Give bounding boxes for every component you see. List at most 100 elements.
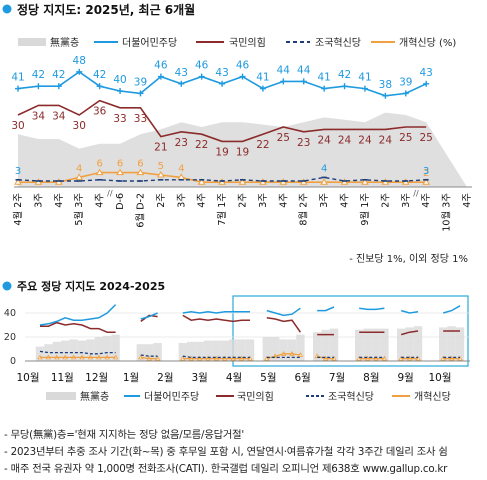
none-bar xyxy=(237,339,246,361)
reform-point xyxy=(422,178,431,185)
ppp-data-label: 33 xyxy=(134,113,147,125)
x-tick-label: 10월 3주 xyxy=(441,193,453,232)
legend2-none-label: 無黨층 xyxy=(80,390,109,403)
x-month-label: 4월 xyxy=(226,372,242,384)
x-month-label: 10월 xyxy=(16,372,39,384)
ppp-data-label: 25 xyxy=(277,132,290,144)
legend2-ppp-label: 국민의힘 xyxy=(237,391,274,403)
ppp-data-label: 25 xyxy=(399,132,412,144)
x-tick-label: 2주 xyxy=(380,193,391,208)
x-tick-label: 3주 xyxy=(176,193,187,208)
ppp-line xyxy=(140,314,158,323)
x-tick-label: 2주 xyxy=(238,193,249,208)
minjoo-data-label: 46 xyxy=(195,60,209,72)
x-tick-label: 2주 xyxy=(156,193,167,208)
minjoo-line xyxy=(400,309,419,314)
none-bar xyxy=(287,339,297,361)
x-month-label: 3월 xyxy=(191,372,207,384)
ppp-line xyxy=(17,99,427,143)
minjoo-data-label: 41 xyxy=(317,72,330,84)
none-bar xyxy=(245,339,255,361)
none-bar xyxy=(94,337,103,361)
minjoo-data-label: 39 xyxy=(134,76,147,88)
legend-none-swatch xyxy=(18,38,46,46)
minjoo-data-label: 44 xyxy=(297,64,311,76)
ppp-data-label: 24 xyxy=(358,134,372,146)
minjoo-data-label: 41 xyxy=(11,72,24,84)
ppp-data-label: 22 xyxy=(256,139,269,151)
legend-minjoo-label: 더불어민주당 xyxy=(122,37,177,49)
x-month-label: 6월 xyxy=(294,372,310,384)
minjoo-data-label: 42 xyxy=(338,69,351,81)
legend-reform-label: 개혁신당 (%) xyxy=(399,37,456,49)
x-tick-label: 3주 xyxy=(258,193,269,208)
none-bar xyxy=(447,326,456,361)
reform-data-label: 6 xyxy=(137,159,143,170)
chart-note: - 진보당 1%, 이외 정당 1% xyxy=(349,253,468,265)
rebuild-data-label: 3 xyxy=(15,166,21,177)
minjoo-line xyxy=(442,305,461,314)
x-month-label: 7월 xyxy=(329,372,345,384)
x-month-label: 10월 xyxy=(428,372,451,384)
ppp-line xyxy=(400,330,419,336)
minjoo-data-label: 43 xyxy=(215,67,228,79)
none-bar xyxy=(296,334,305,361)
ppp-data-label: 34 xyxy=(52,110,66,122)
ppp-data-label: 30 xyxy=(73,120,86,132)
axis-break-mark: // xyxy=(107,189,113,198)
ppp-data-label: 23 xyxy=(175,137,188,149)
legend-rebuild-label: 조국혁신당 xyxy=(315,37,361,49)
none-bar xyxy=(44,344,53,361)
x-tick-label: 4주 xyxy=(278,193,289,208)
none-bar xyxy=(229,339,238,361)
minjoo-data-label: 42 xyxy=(32,69,45,81)
none-bar xyxy=(380,328,389,361)
ppp-data-label: 23 xyxy=(297,137,310,149)
reform-point xyxy=(156,171,165,178)
none-bar xyxy=(355,329,364,361)
x-tick-label: 4주 xyxy=(95,193,106,208)
none-bar xyxy=(279,339,288,361)
legend2-none-swatch xyxy=(46,392,76,400)
ppp-data-label: 19 xyxy=(215,146,228,158)
x-tick-label: 4주 xyxy=(421,193,432,208)
ppp-data-label: 33 xyxy=(113,113,126,125)
ppp-line xyxy=(40,321,116,333)
x-tick-label: 3주 xyxy=(319,193,330,208)
none-bar xyxy=(262,337,271,361)
reform-point xyxy=(75,173,84,180)
highlight-box xyxy=(232,295,469,367)
x-tick-label: D-6 xyxy=(115,193,126,210)
reform-point xyxy=(136,168,145,176)
legend-top: 無黨층 더불어민주당 국민의힘 조국혁신당 개혁신당 (%) xyxy=(18,36,456,49)
x-tick-label: 4월 2주 xyxy=(12,193,24,226)
x-tick-label: 4주 xyxy=(197,193,208,208)
x-tick-label: 4주 xyxy=(462,193,473,208)
rebuild-data-label: 4 xyxy=(321,163,327,174)
minjoo-line xyxy=(140,312,158,320)
x-month-label: 9월 xyxy=(397,372,413,384)
none-bar xyxy=(413,326,423,361)
x-tick-label: 5월 3주 xyxy=(73,193,85,226)
legend-bottom: 無黨층 더불어민주당 국민의힘 조국혁신당 개혁신당 xyxy=(46,390,451,403)
minjoo-line xyxy=(359,307,385,311)
minjoo-data-label: 43 xyxy=(175,67,188,79)
legend2-reform-label: 개혁신당 xyxy=(414,391,451,403)
reform-point xyxy=(14,178,22,185)
minjoo-data-label: 46 xyxy=(236,60,250,72)
minjoo-data-label: 42 xyxy=(52,69,65,81)
minjoo-data-label: 38 xyxy=(379,79,392,91)
none-bar xyxy=(203,340,213,361)
reform-data-label: 6 xyxy=(117,159,123,170)
x-month-label: 1월 xyxy=(123,372,139,384)
minjoo-data-label: 43 xyxy=(419,67,432,79)
none-bar xyxy=(35,346,45,361)
ppp-data-label: 21 xyxy=(154,142,167,154)
none-bar xyxy=(86,339,95,361)
none-bar xyxy=(103,335,112,361)
ppp-data-label: 22 xyxy=(195,139,208,151)
ppp-data-label: 24 xyxy=(379,134,393,146)
none-bar xyxy=(136,344,145,361)
x-month-label: 2월 xyxy=(157,372,173,384)
